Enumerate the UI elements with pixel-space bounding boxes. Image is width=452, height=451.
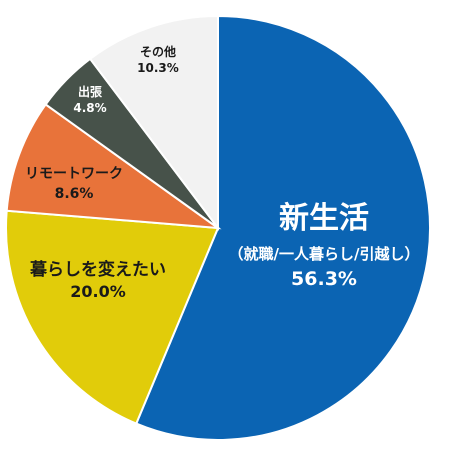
slice-sublabel-1: （就職/一人暮らし/引越し） [229,245,420,263]
slice-value-1: 56.3% [291,268,357,290]
pie-slices [5,14,431,441]
pie-slice-2 [5,209,220,425]
slice-value-2: 20.0% [70,282,126,301]
slice-label-4: 出張 [78,84,103,99]
slice-value-3: 8.6% [55,186,94,202]
pie-labels: 新生活 （就職/一人暮らし/引越し） 56.3% 暮らしを変えたい 20.0% リモートワ… [25,44,419,301]
slice-value-4: 4.8% [73,101,106,115]
slice-label-1: 新生活 [279,201,369,236]
pie-slice-3 [5,103,222,230]
pie-slice-5 [88,14,219,231]
slice-label-2: 暮らしを変えたい [29,259,166,280]
slice-value-5: 10.3% [137,61,179,75]
pie-slice-1 [134,14,431,441]
slice-label-3: リモートワーク [25,166,123,182]
slice-label-5: その他 [140,44,176,59]
